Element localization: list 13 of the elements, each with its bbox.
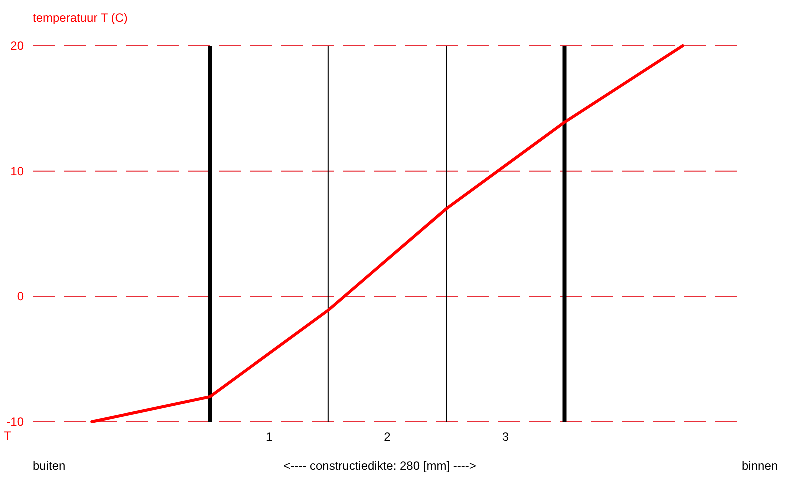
line-series <box>90 44 684 424</box>
y-tick-label: 10 <box>10 164 24 178</box>
text: buiten <box>33 459 66 473</box>
y-tick-label: 20 <box>10 39 24 53</box>
text: 2 <box>384 430 392 444</box>
text: 1 <box>266 430 273 444</box>
y-tick-label: -10 <box>6 415 24 429</box>
text: 3 <box>502 430 510 444</box>
y-axis-title: temperatuur T (C) <box>33 11 128 25</box>
text: T <box>4 429 12 443</box>
text: <---- constructiedikte: 280 [mm] ----> <box>284 459 476 473</box>
text: binnen <box>742 459 778 473</box>
y-tick-label: 0 <box>17 290 24 304</box>
